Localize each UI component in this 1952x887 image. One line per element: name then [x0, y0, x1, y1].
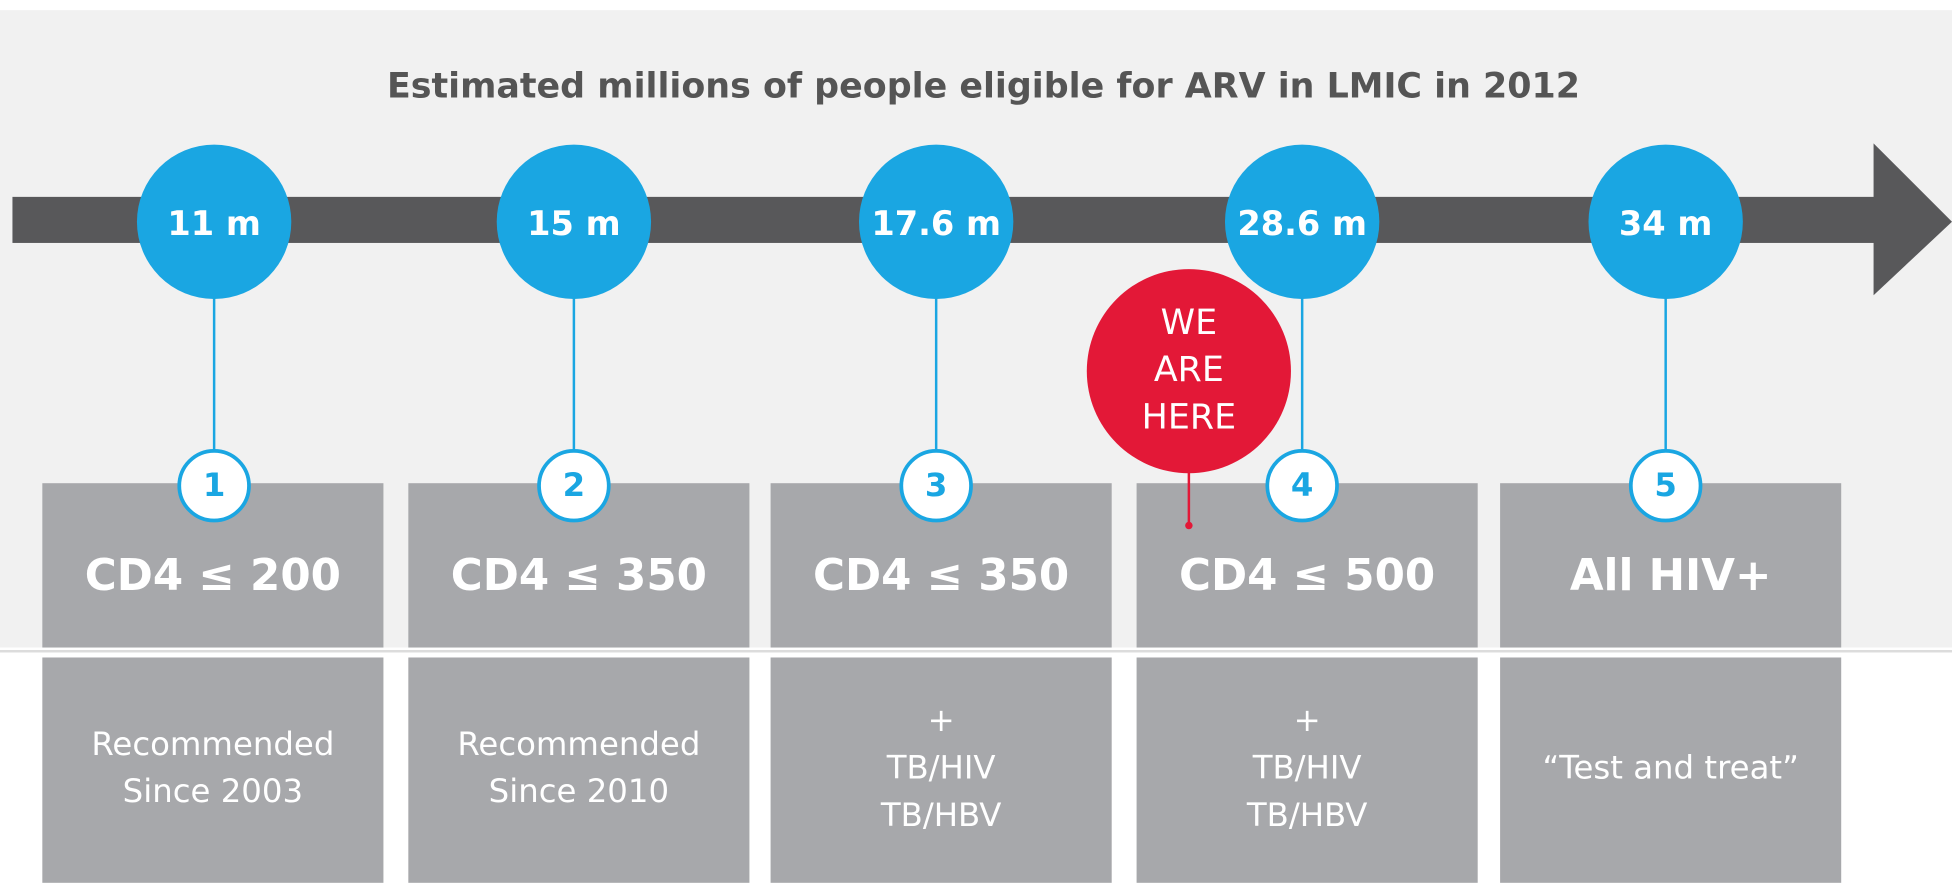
- note-line: TB/HIV: [1252, 749, 1362, 787]
- number-badge: [899, 448, 973, 523]
- value-circle: [496, 144, 652, 299]
- timeline-arrowhead: [1873, 143, 1952, 296]
- value-circle: [1224, 144, 1380, 299]
- note-box: [1136, 657, 1478, 883]
- note-line: Since 2003: [123, 772, 303, 810]
- note-line: Recommended: [91, 725, 334, 763]
- callout-line: ARE: [1154, 350, 1224, 390]
- value-label: 11 m: [167, 204, 261, 243]
- note-box: [770, 657, 1112, 883]
- number-badge: [537, 448, 611, 523]
- note-line: “Test and treat”: [1542, 749, 1798, 787]
- note-line: Since 2010: [489, 772, 669, 810]
- note-line: TB/HBV: [1246, 796, 1368, 834]
- number-label: 4: [1291, 466, 1314, 504]
- callout-line: WE: [1161, 303, 1217, 343]
- value-label: 28.6 m: [1237, 204, 1367, 243]
- value-label: 17.6 m: [871, 204, 1001, 243]
- criterion-label: CD4 ≤ 350: [813, 551, 1069, 601]
- number-label: 1: [203, 466, 226, 504]
- value-label: 34 m: [1619, 204, 1713, 243]
- criterion-label: All HIV+: [1570, 551, 1772, 601]
- criterion-label: CD4 ≤ 350: [451, 551, 707, 601]
- stages: 11 m 1 CD4 ≤ 200 Recommended Since 2003 15 m 2…: [42, 144, 1842, 883]
- callout: WE ARE HERE: [1086, 269, 1291, 530]
- note-box: [1500, 657, 1842, 883]
- note-box: [42, 657, 384, 883]
- value-circle: [858, 144, 1014, 299]
- title: Estimated millions of people eligible fo…: [387, 66, 1580, 106]
- value-label: 15 m: [527, 204, 621, 243]
- note-line: +: [1294, 701, 1321, 739]
- note-line: TB/HIV: [886, 749, 996, 787]
- note-box: [408, 657, 750, 883]
- value-circle: [136, 144, 292, 299]
- value-circle: [1588, 144, 1743, 299]
- number-label: 3: [925, 466, 948, 504]
- callout-line: HERE: [1142, 397, 1236, 437]
- note-line: Recommended: [457, 725, 700, 763]
- callout-dot: [1185, 521, 1193, 530]
- note-line: +: [928, 701, 955, 739]
- note-line: TB/HBV: [880, 796, 1002, 834]
- callout-circle: [1086, 269, 1291, 474]
- number-badge: [1628, 448, 1703, 523]
- number-badge: [177, 448, 251, 523]
- number-label: 2: [563, 466, 586, 504]
- criterion-label: CD4 ≤ 500: [1179, 551, 1435, 601]
- number-badge: [1265, 448, 1339, 523]
- number-label: 5: [1654, 466, 1677, 504]
- criterion-label: CD4 ≤ 200: [85, 551, 341, 601]
